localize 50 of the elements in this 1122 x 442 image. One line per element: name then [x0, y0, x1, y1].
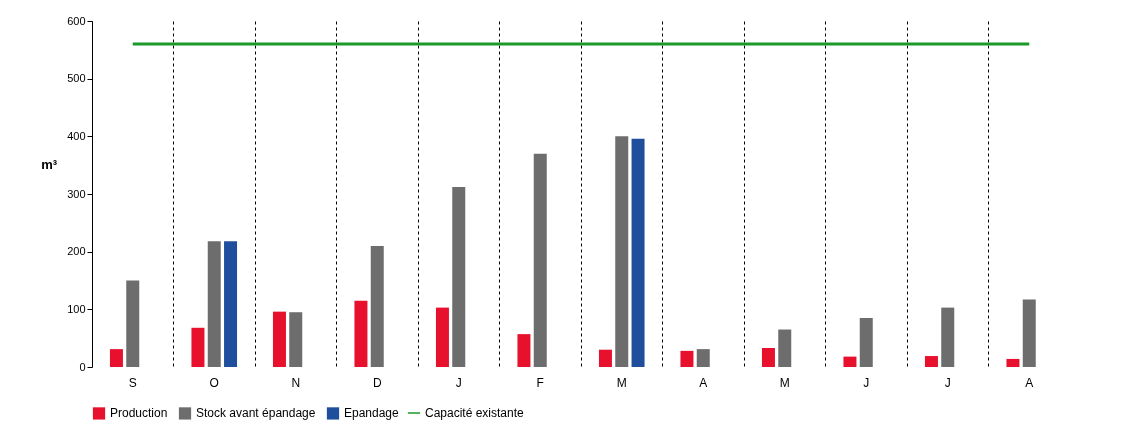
bar: [761, 347, 775, 367]
bar: [207, 241, 221, 367]
x-tick-label: N: [291, 375, 301, 390]
bar: [680, 350, 694, 367]
bar: [452, 187, 466, 367]
x-tick-label: J: [863, 375, 870, 390]
bar: [109, 349, 123, 367]
bar: [924, 356, 938, 367]
bar: [533, 153, 547, 367]
bar: [126, 280, 140, 367]
bar: [631, 138, 645, 367]
bar: [517, 334, 531, 367]
x-tick-label: S: [128, 375, 137, 390]
legend-label: Capacité existante: [425, 406, 525, 420]
y-tick-label: 400: [67, 129, 86, 142]
y-tick-label: 300: [67, 187, 86, 200]
x-tick-label: F: [536, 375, 544, 390]
x-tick-label: A: [699, 375, 708, 390]
bar: [941, 307, 955, 367]
x-tick-label: A: [1025, 375, 1034, 390]
bar: [1022, 299, 1036, 367]
legend-label: Epandage: [344, 406, 400, 421]
y-tick-label: 500: [67, 72, 86, 85]
x-tick-label: J: [944, 375, 951, 390]
x-tick-label: M: [616, 375, 627, 390]
bar: [191, 327, 205, 367]
bar: [859, 317, 873, 367]
y-tick-label: 200: [67, 245, 86, 258]
y-tick-label: 600: [67, 14, 86, 27]
x-tick-label: M: [779, 375, 790, 390]
bar: [370, 245, 384, 367]
bar: [289, 312, 303, 367]
bar: [778, 329, 792, 367]
x-tick-label: O: [209, 375, 219, 390]
bar: [224, 241, 238, 367]
x-tick-label: D: [372, 375, 382, 390]
bar: [615, 136, 629, 367]
bar: [843, 356, 857, 367]
bar: [1006, 358, 1020, 367]
y-tick-label: 100: [67, 302, 86, 315]
y-tick-label: 0: [79, 360, 86, 373]
y-axis-title: m³: [41, 156, 58, 172]
bar: [696, 349, 710, 367]
legend-label: Stock avant épandage: [196, 406, 316, 421]
bar: [272, 311, 286, 367]
bar: [435, 307, 449, 367]
x-tick-label: J: [455, 375, 462, 390]
bar: [598, 349, 612, 367]
legend-label: Production: [110, 406, 168, 421]
bar: [354, 300, 368, 367]
